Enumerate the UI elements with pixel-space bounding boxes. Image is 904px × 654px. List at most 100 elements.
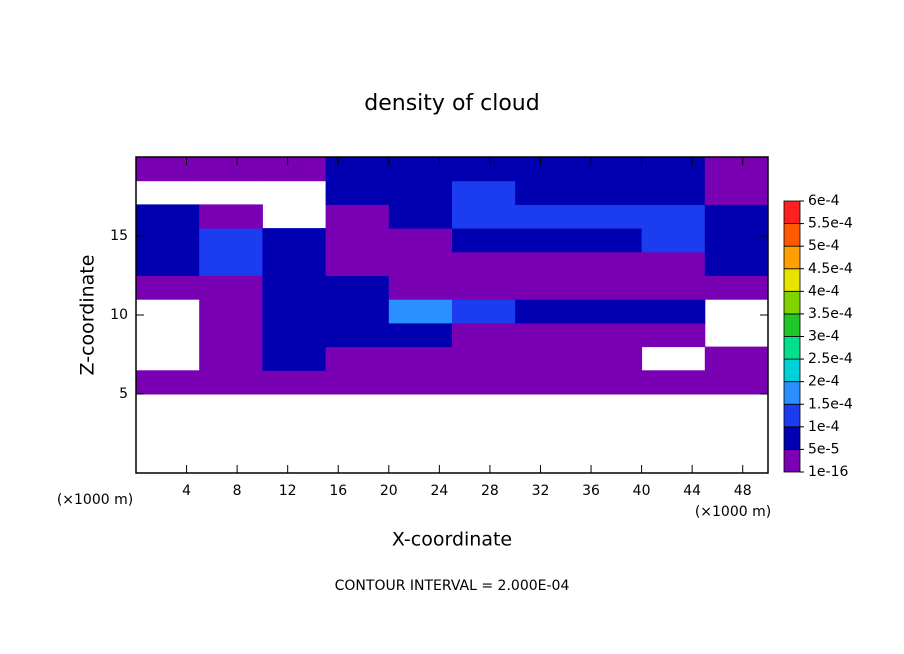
x-tick-label: 16 [329, 483, 347, 499]
contour-cell [704, 157, 769, 182]
contour-cell [388, 180, 453, 205]
contour-cell [199, 346, 263, 371]
contour-cell [262, 322, 327, 348]
colorbar-box [783, 426, 801, 450]
contour-cell [136, 228, 200, 253]
x-tick-label: 20 [380, 483, 398, 499]
chart-title: density of cloud [364, 91, 539, 116]
contour-cell [578, 228, 643, 253]
x-tick-label: 40 [633, 483, 651, 499]
colorbar-label: 3e-4 [808, 329, 840, 345]
contour-cell [515, 228, 579, 253]
x-tick-label: 36 [582, 483, 600, 499]
contour-cell [452, 322, 516, 348]
contour-cell [515, 204, 579, 229]
colorbar-box [783, 336, 801, 360]
contour-cell [452, 228, 516, 253]
contour-cell [704, 275, 769, 300]
contour-cell [641, 370, 706, 395]
colorbar-label: 1.5e-4 [808, 396, 853, 412]
contour-cell [452, 204, 516, 229]
x-tick-label: 12 [279, 483, 297, 499]
colorbar-label: 5e-4 [808, 238, 840, 254]
y-tick-label: 15 [110, 228, 128, 244]
contour-cell [325, 180, 390, 205]
contour-cell [199, 228, 263, 253]
contour-cell [325, 204, 390, 229]
contour-cell [641, 204, 706, 229]
contour-cell [325, 157, 390, 182]
colorbar-box [783, 245, 801, 270]
contour-cell [325, 299, 390, 324]
contour-cell [199, 299, 263, 324]
contour-cell [578, 322, 643, 348]
contour-cell [578, 346, 643, 371]
colorbar-box [783, 268, 801, 292]
colorbar-label: 1e-16 [808, 464, 848, 480]
colorbar-label: 2e-4 [808, 374, 840, 390]
contour-cell [641, 251, 706, 276]
contour-cell [578, 370, 643, 395]
y-unit-label: (×1000 m) [57, 492, 133, 508]
x-unit-label: (×1000 m) [695, 504, 771, 520]
colorbar-label: 5.5e-4 [808, 216, 853, 232]
y-tick-label: 10 [110, 307, 128, 323]
contour-cell [136, 370, 200, 395]
contour-cell [578, 275, 643, 300]
contour-cell [515, 251, 579, 276]
x-tick-label: 4 [182, 483, 191, 499]
contour-cell [578, 299, 643, 324]
contour-cell [262, 157, 327, 182]
contour-cell [388, 299, 453, 324]
contour-cell [262, 370, 327, 395]
contour-cell [199, 370, 263, 395]
contour-cell [578, 204, 643, 229]
contour-cell [262, 299, 327, 324]
colorbar-label: 3.5e-4 [808, 306, 853, 322]
contour-cell [704, 251, 769, 276]
contour-cell [136, 251, 200, 276]
contour-cell [325, 251, 390, 276]
contour-cell [641, 275, 706, 300]
contour-cell [452, 157, 516, 182]
x-tick-label: 8 [233, 483, 242, 499]
contour-cell [515, 180, 579, 205]
contour-cell [641, 228, 706, 253]
contour-cell [515, 322, 579, 348]
y-axis-label: Z-coordinate [77, 255, 99, 376]
contour-cell [452, 180, 516, 205]
contour-cell [641, 180, 706, 205]
contour-cell [704, 180, 769, 205]
colorbar-box [783, 358, 801, 383]
contour-cell [452, 251, 516, 276]
x-tick-label: 44 [683, 483, 701, 499]
contour-cell [452, 299, 516, 324]
x-tick-label: 28 [481, 483, 499, 499]
x-tick-label: 48 [734, 483, 752, 499]
footnote: CONTOUR INTERVAL = 2.000E-04 [335, 578, 570, 594]
contour-cell [325, 346, 390, 371]
x-axis-label: X-coordinate [392, 529, 512, 551]
contour-cell [136, 157, 200, 182]
contour-cell [452, 346, 516, 371]
y-tick-label: 5 [119, 386, 128, 402]
colorbar-label: 1e-4 [808, 419, 840, 435]
contour-cell [641, 299, 706, 324]
contour-cell [578, 251, 643, 276]
contour-cell [388, 251, 453, 276]
contour-cell [704, 228, 769, 253]
contour-cell [704, 370, 769, 395]
x-tick-label: 24 [430, 483, 448, 499]
x-tick-label: 32 [532, 483, 550, 499]
contour-cell [199, 157, 263, 182]
contour-cell [388, 275, 453, 300]
contour-cell [515, 370, 579, 395]
colorbar-box [783, 290, 801, 315]
contour-cell [515, 157, 579, 182]
contour-cell [262, 346, 327, 371]
colorbar-label: 4e-4 [808, 283, 840, 299]
contour-cell [262, 228, 327, 253]
contour-cell [515, 275, 579, 300]
contour-cell [388, 346, 453, 371]
contour-cell [199, 204, 263, 229]
